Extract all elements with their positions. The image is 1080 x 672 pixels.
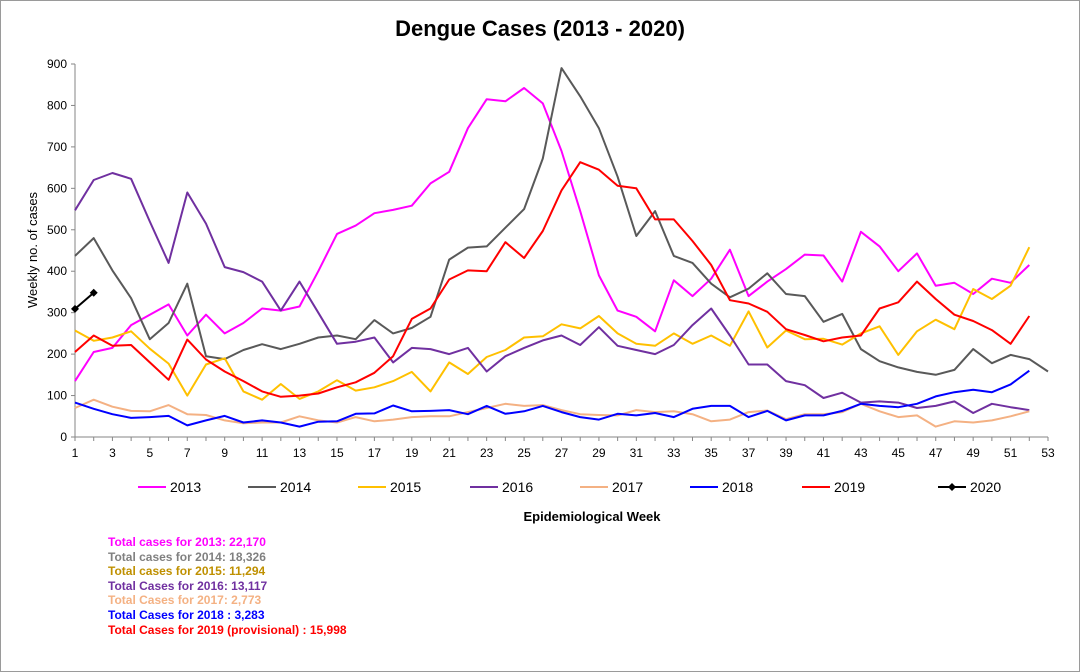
x-tick-label: 31	[630, 446, 644, 460]
x-tick-label: 45	[892, 446, 906, 460]
x-tick-label: 41	[817, 446, 831, 460]
x-tick-label: 13	[293, 446, 307, 460]
y-tick-label: 500	[47, 223, 67, 237]
x-tick-label: 1	[72, 446, 79, 460]
y-axis-title: Weekly no. of cases	[25, 191, 40, 308]
x-tick-label: 27	[555, 446, 569, 460]
series-line-2014	[74, 67, 1049, 376]
y-tick-label: 600	[47, 181, 67, 195]
x-tick-label: 21	[443, 446, 457, 460]
y-tick-label: 0	[60, 430, 67, 444]
series-line-2015	[74, 246, 1031, 401]
total-cases-line: Total Cases for 2016: 13,117	[108, 578, 268, 593]
x-tick-label: 53	[1041, 446, 1055, 460]
total-cases-line: Total Cases for 2018 : 3,283	[108, 607, 265, 622]
y-tick-label: 800	[47, 98, 67, 112]
total-cases-line: Total cases for 2014: 18,326	[108, 549, 266, 564]
x-tick-label: 43	[854, 446, 868, 460]
chart-title: Dengue Cases (2013 - 2020)	[395, 16, 685, 41]
y-tick-label: 700	[47, 140, 67, 154]
series-layer	[71, 67, 1049, 428]
legend-label-2014: 2014	[280, 479, 311, 495]
y-tick-label: 900	[47, 57, 67, 71]
totals-list: Total cases for 2013: 22,170 Total cases …	[108, 535, 347, 637]
series-line-2019	[74, 161, 1031, 398]
x-tick-label: 47	[929, 446, 943, 460]
x-tick-label: 17	[368, 446, 382, 460]
legend-label-2019: 2019	[834, 479, 865, 495]
x-tick-label: 37	[742, 446, 756, 460]
x-tick-label: 35	[705, 446, 719, 460]
x-tick-label: 19	[405, 446, 419, 460]
x-tick-label: 11	[256, 446, 269, 460]
x-tick-label: 29	[592, 446, 606, 460]
y-tick-label: 300	[47, 306, 67, 320]
x-tick-label: 9	[221, 446, 228, 460]
x-tick-label: 51	[1004, 446, 1018, 460]
data-point-2020	[71, 304, 79, 313]
series-line-2013	[74, 87, 1030, 382]
legend-label-2017: 2017	[612, 479, 643, 495]
x-tick-label: 5	[147, 446, 154, 460]
data-point-2020	[89, 288, 98, 297]
x-tick-label: 23	[480, 446, 494, 460]
legend-label-2015: 2015	[390, 479, 421, 495]
x-tick-label: 33	[667, 446, 681, 460]
x-tick-label: 49	[966, 446, 980, 460]
x-tick-label: 39	[779, 446, 793, 460]
y-tick-label: 400	[47, 264, 67, 278]
legend: 2013 2014 2015 2016 2017 2018 2019 2020	[138, 479, 1001, 495]
legend-marker-2020	[948, 483, 956, 491]
legend-label-2018: 2018	[722, 479, 753, 495]
x-axis-title: Epidemiological Week	[523, 509, 661, 524]
y-tick-label: 200	[47, 347, 67, 361]
series-line-2017	[74, 398, 1030, 428]
series-line-2016	[74, 172, 1030, 414]
total-cases-line: Total Cases for 2019 (provisional) : 15,…	[108, 622, 347, 637]
total-cases-line: Total Cases for 2017: 2,773	[108, 593, 262, 608]
x-tick-label: 25	[517, 446, 531, 460]
legend-label-2016: 2016	[502, 479, 533, 495]
series-line-2018	[74, 369, 1030, 428]
legend-label-2013: 2013	[170, 479, 201, 495]
total-cases-line: Total cases for 2015: 11,294	[108, 564, 266, 579]
total-cases-line: Total cases for 2013: 22,170	[108, 535, 266, 549]
x-tick-label: 7	[184, 446, 191, 460]
series-line-2020	[74, 292, 95, 310]
y-tick-label: 100	[47, 389, 67, 403]
x-tick-label: 3	[109, 446, 116, 460]
x-tick-label: 15	[330, 446, 344, 460]
legend-label-2020: 2020	[970, 479, 1001, 495]
